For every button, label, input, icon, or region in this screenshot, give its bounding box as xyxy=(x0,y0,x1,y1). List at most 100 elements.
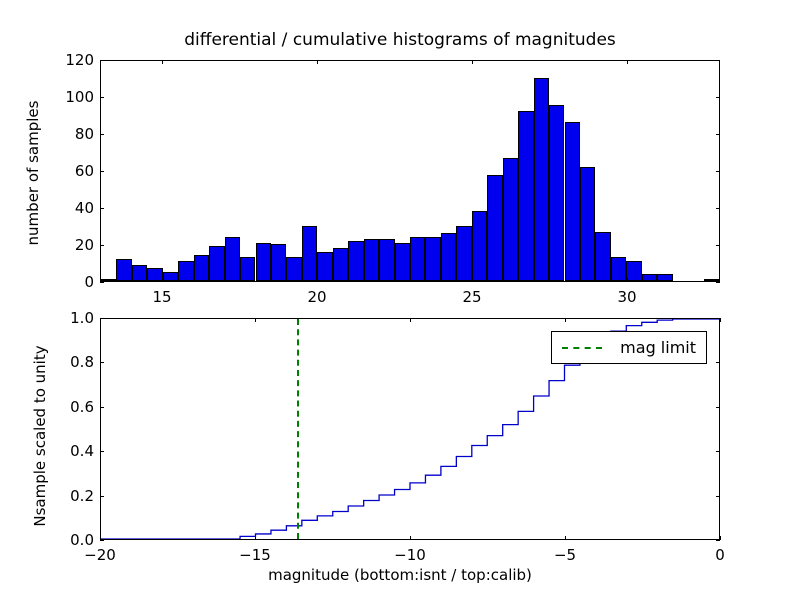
y-tick-label: 80 xyxy=(74,125,94,143)
x-tick-mark xyxy=(162,278,163,282)
x-tick-mark xyxy=(100,536,101,540)
y-tick-mark xyxy=(716,495,720,497)
x-tick-mark xyxy=(410,318,411,322)
histogram-bar xyxy=(379,238,395,281)
histogram-bar xyxy=(162,271,179,281)
x-tick-label: 30 xyxy=(617,288,637,306)
mag-limit-legend-swatch xyxy=(562,346,603,349)
y-tick-label: 0.2 xyxy=(70,486,94,505)
y-tick-mark xyxy=(100,134,104,135)
y-tick-mark xyxy=(100,60,104,61)
x-tick-mark xyxy=(100,318,101,322)
y-tick-mark xyxy=(100,318,104,319)
histogram-bar xyxy=(317,251,333,281)
x-tick-mark xyxy=(627,60,628,64)
histogram-bar xyxy=(224,237,241,281)
histogram-bar xyxy=(209,246,225,281)
histogram-bar xyxy=(286,257,302,281)
y-tick-label: 40 xyxy=(74,199,94,217)
y-tick-mark xyxy=(100,406,104,408)
x-tick-mark xyxy=(472,60,473,64)
histogram-bar xyxy=(440,233,457,281)
y-tick-label: 120 xyxy=(65,51,94,69)
histogram-bar xyxy=(641,273,658,281)
y-tick-mark xyxy=(100,282,104,283)
y-tick-mark xyxy=(100,495,104,497)
histogram-bar xyxy=(471,211,488,281)
y-tick-mark xyxy=(100,245,104,246)
y-tick-label: 100 xyxy=(65,88,94,106)
y-tick-mark xyxy=(716,245,720,246)
histogram-bar xyxy=(610,257,627,281)
histogram-bar xyxy=(703,279,719,281)
y-tick-mark xyxy=(100,208,104,209)
y-tick-mark xyxy=(100,362,104,364)
histogram-bar xyxy=(301,226,318,281)
histogram-bar xyxy=(363,238,380,281)
histogram-bar xyxy=(147,268,163,281)
histogram-bar xyxy=(533,77,550,281)
x-tick-mark xyxy=(565,536,566,540)
y-tick-mark xyxy=(716,134,720,135)
histogram-bar xyxy=(116,259,132,281)
x-tick-mark xyxy=(472,278,473,282)
histogram-bar xyxy=(579,167,596,281)
y-tick-mark xyxy=(716,362,720,364)
x-tick-label: 25 xyxy=(462,288,482,306)
y-tick-mark xyxy=(716,97,720,98)
x-tick-label: 15 xyxy=(152,288,172,306)
y-tick-mark xyxy=(716,60,720,61)
y-tick-mark xyxy=(716,451,720,453)
histogram-bar xyxy=(456,226,472,281)
x-tick-mark xyxy=(255,318,256,322)
y-tick-mark xyxy=(100,97,104,98)
x-tick-mark xyxy=(255,536,256,540)
histogram-bar xyxy=(410,237,426,281)
histogram-bar xyxy=(549,105,565,281)
x-tick-mark xyxy=(720,536,721,540)
y-tick-label: 0.6 xyxy=(70,397,94,416)
x-tick-mark xyxy=(410,536,411,540)
histogram-bar xyxy=(332,248,349,281)
histogram-bar xyxy=(348,240,364,281)
histogram-bar xyxy=(270,244,287,281)
y-tick-label: 0.4 xyxy=(70,442,94,461)
y-tick-mark xyxy=(716,318,720,319)
y-tick-mark xyxy=(100,451,104,453)
x-tick-mark xyxy=(317,278,318,282)
figure-xlabel: magnitude (bottom:isnt / top:calib) xyxy=(268,566,532,584)
y-tick-label: 0 xyxy=(84,273,94,291)
x-tick-mark xyxy=(162,60,163,64)
cumulative-histogram-plot: mag limit xyxy=(100,318,720,540)
y-tick-label: 60 xyxy=(74,162,94,180)
x-tick-mark xyxy=(720,318,721,322)
y-tick-label: 1.0 xyxy=(70,309,94,327)
histogram-bar xyxy=(657,273,673,281)
y-tick-mark xyxy=(716,208,720,209)
histogram-bar xyxy=(240,257,256,281)
histogram-bar xyxy=(518,110,534,281)
histogram-bar xyxy=(131,264,148,281)
y-tick-mark xyxy=(716,406,720,408)
histogram-bar xyxy=(502,158,519,281)
x-tick-label: −5 xyxy=(553,546,577,564)
histogram-bar xyxy=(626,260,642,281)
y-tick-mark xyxy=(716,540,720,541)
histogram-bar xyxy=(487,174,503,281)
y-tick-mark xyxy=(716,171,720,172)
histogram-bar xyxy=(193,255,210,281)
x-tick-label: 20 xyxy=(307,288,327,306)
x-tick-label: −15 xyxy=(239,546,271,564)
histogram-bar xyxy=(101,279,117,281)
x-tick-label: 0 xyxy=(715,546,725,564)
x-tick-mark xyxy=(565,318,566,322)
y-tick-label: 20 xyxy=(74,236,94,254)
histogram-bar xyxy=(425,237,441,281)
legend[interactable]: mag limit xyxy=(551,331,707,364)
histogram-bar xyxy=(178,260,194,281)
histogram-bar xyxy=(255,242,271,281)
y-tick-label: 0.0 xyxy=(70,531,94,549)
histogram-bars xyxy=(101,61,719,281)
y-tick-mark xyxy=(100,171,104,172)
y-tick-label: 0.8 xyxy=(70,353,94,372)
